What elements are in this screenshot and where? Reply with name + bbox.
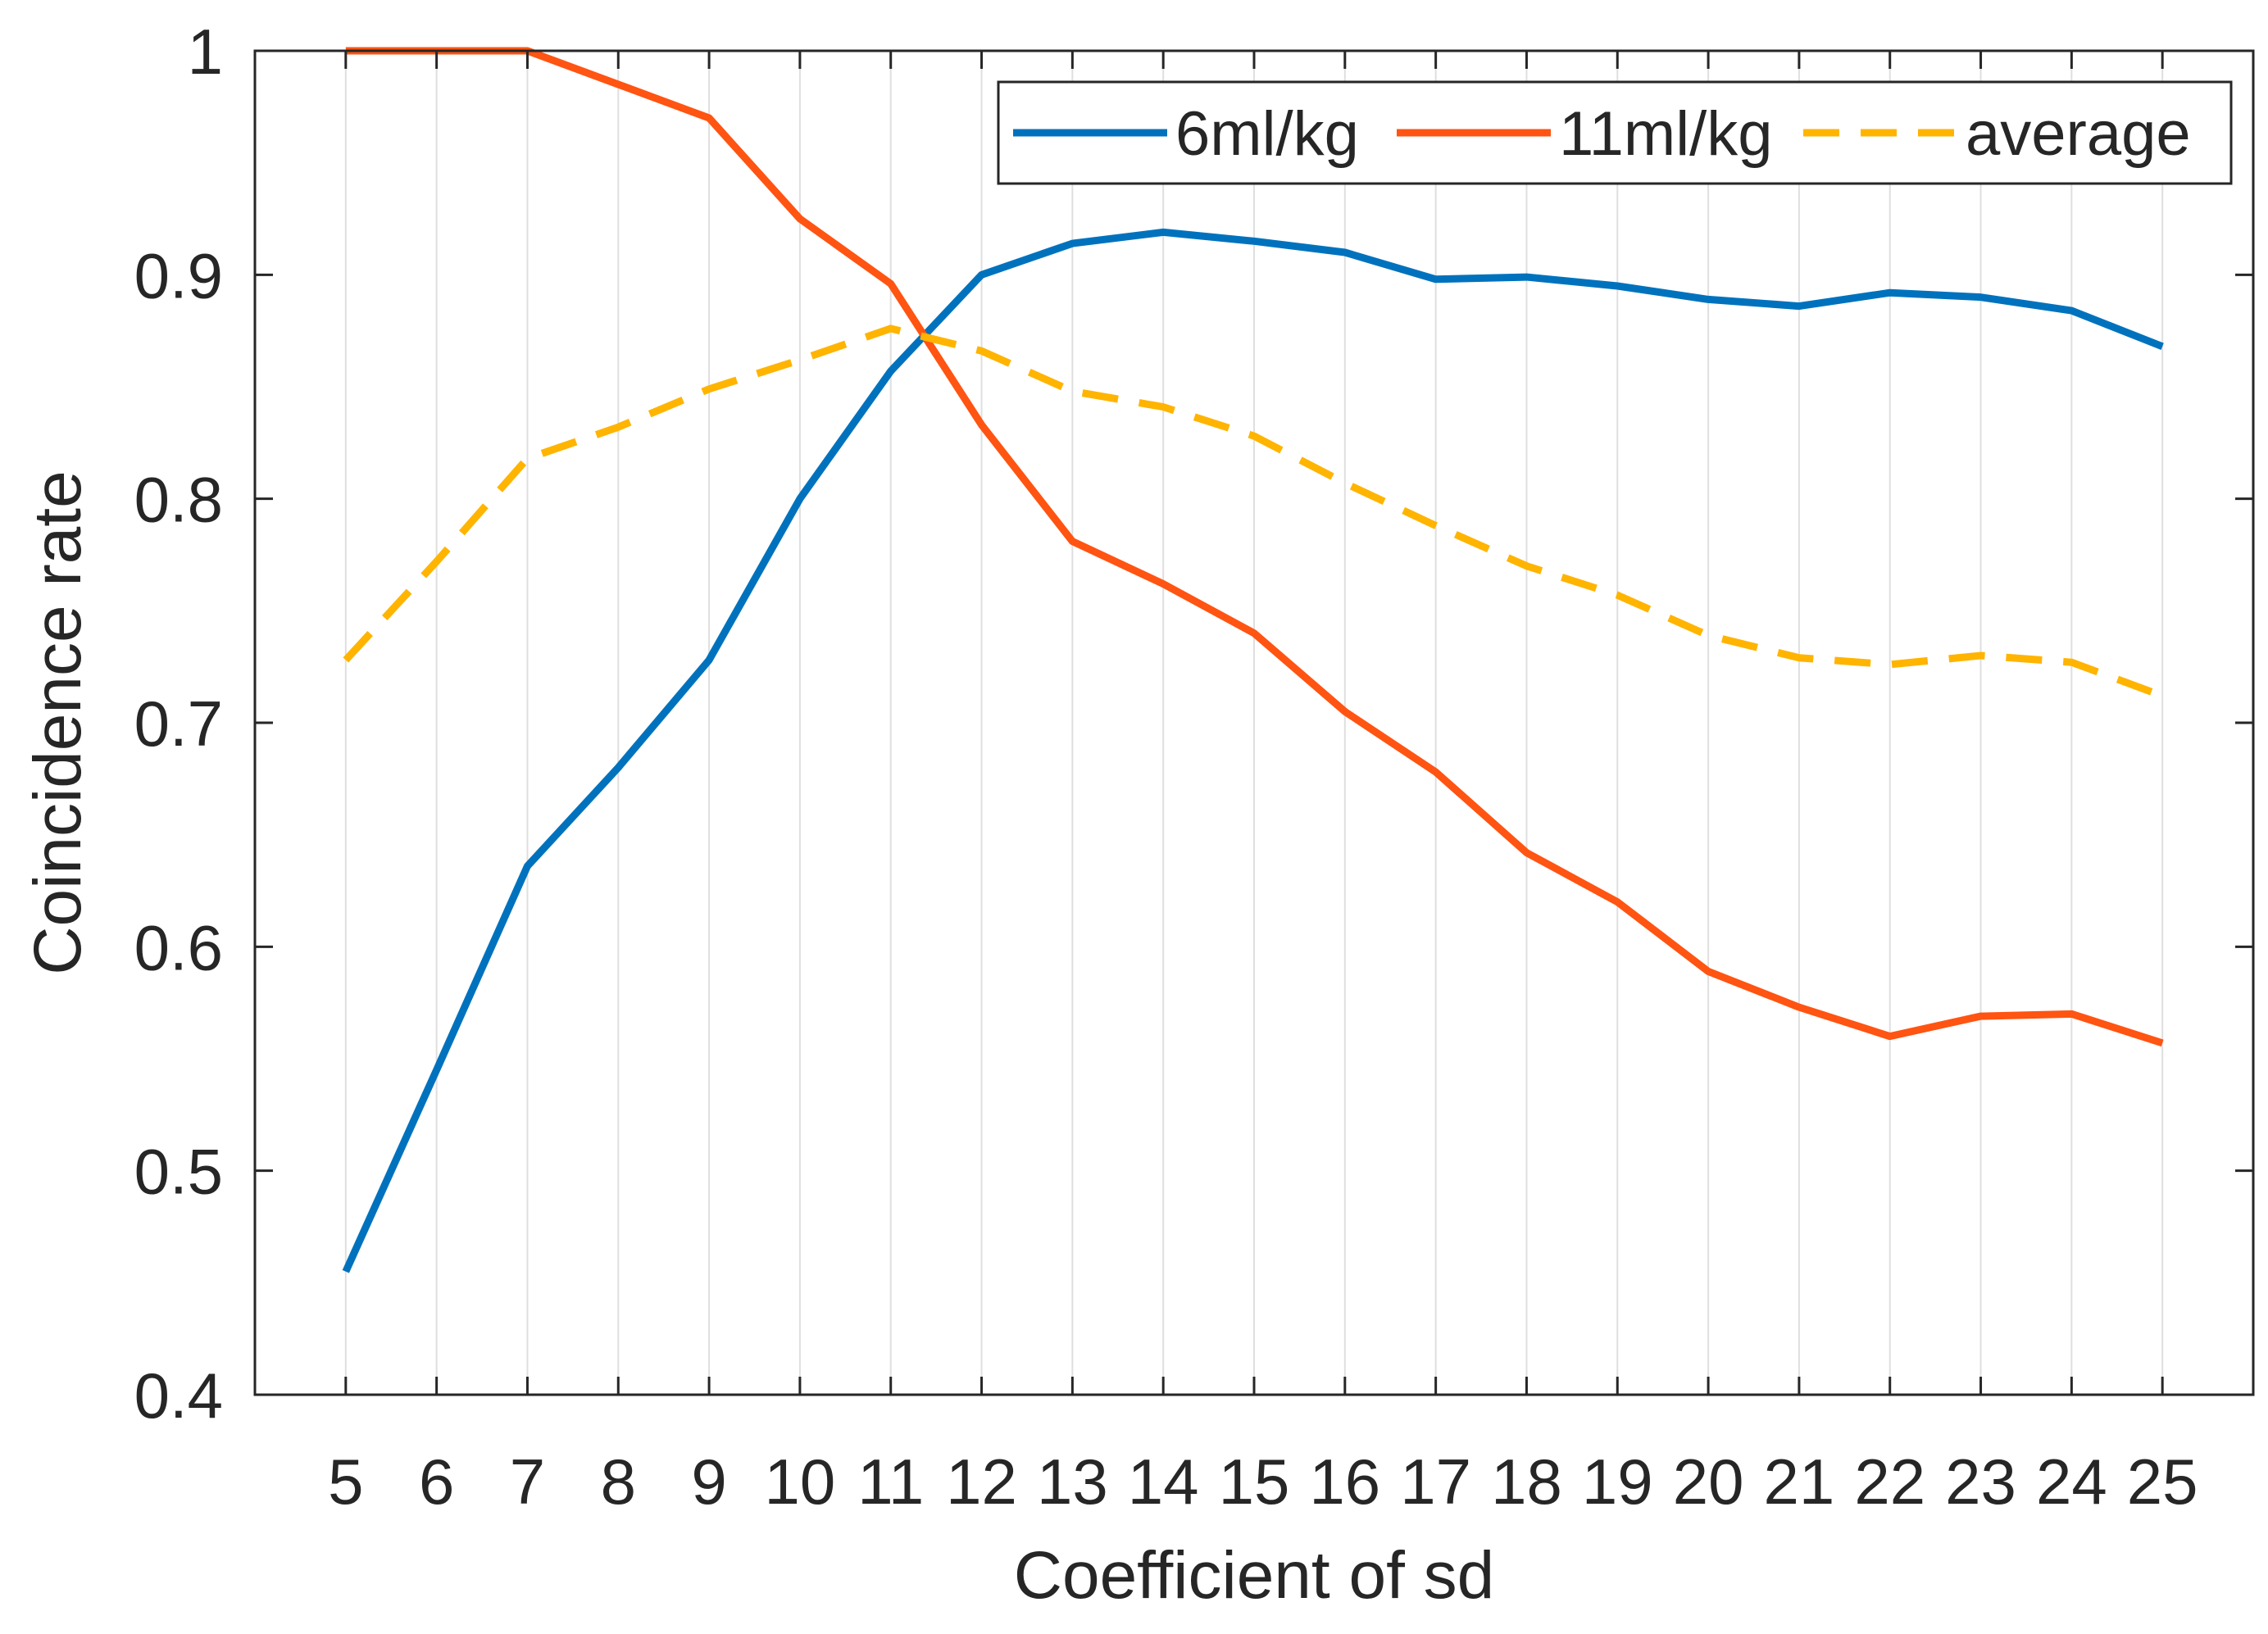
y-tick-label: 1 xyxy=(188,16,223,88)
x-tick-label: 9 xyxy=(691,1446,726,1518)
series-line-6ml-kg xyxy=(342,228,2164,1273)
x-tick-label: 23 xyxy=(1945,1446,2016,1518)
y-tick-label: 0.7 xyxy=(134,688,223,760)
x-tick-label: 16 xyxy=(1309,1446,1380,1518)
legend-label: 11ml/kg xyxy=(1559,99,1772,169)
y-tick-label: 0.8 xyxy=(134,464,223,536)
legend-label: average xyxy=(1966,99,2191,169)
x-tick-label: 15 xyxy=(1219,1446,1290,1518)
x-axis-title: Coefficient of sd xyxy=(1014,1538,1495,1613)
series-line-average xyxy=(343,325,2164,700)
x-tick-label: 20 xyxy=(1673,1446,1744,1518)
x-tick-label: 5 xyxy=(328,1446,363,1518)
legend-box xyxy=(997,80,2233,185)
x-tick-label: 8 xyxy=(601,1446,636,1518)
grid-layer xyxy=(344,51,2164,1395)
series-layer xyxy=(342,47,2164,1273)
y-tick-label: 0.4 xyxy=(134,1359,223,1432)
legend-label: 6ml/kg xyxy=(1175,99,1359,169)
x-tick-label: 22 xyxy=(1854,1446,1925,1518)
x-tick-label: 19 xyxy=(1582,1446,1653,1518)
series-line-11ml-kg xyxy=(345,47,2164,1047)
x-tick-label: 18 xyxy=(1491,1446,1562,1518)
tick-layer: 5 6 7 8 9 10 11 12 13 14 15 16 17 18 19 20 21 22 23 24 25 0.4… xyxy=(134,16,2253,1518)
x-tick-label: 10 xyxy=(765,1446,836,1518)
legend: 6ml/kg 11ml/kg average xyxy=(997,80,2233,185)
x-tick-label: 17 xyxy=(1400,1446,1471,1518)
x-tick-label: 14 xyxy=(1128,1446,1199,1518)
y-tick-label: 0.6 xyxy=(134,911,223,983)
x-tick-label: 13 xyxy=(1037,1446,1108,1518)
y-tick-label: 0.9 xyxy=(134,239,223,311)
x-tick-label: 25 xyxy=(2127,1446,2198,1518)
y-tick-label: 0.5 xyxy=(134,1136,223,1208)
x-tick-label: 24 xyxy=(2036,1446,2107,1518)
x-tick-label: 6 xyxy=(419,1446,454,1518)
y-axis-title: Coincidence rate xyxy=(20,470,95,974)
x-tick-label: 12 xyxy=(946,1446,1017,1518)
x-tick-label: 11 xyxy=(857,1446,924,1518)
x-tick-label: 21 xyxy=(1764,1446,1835,1518)
x-tick-label: 7 xyxy=(510,1446,545,1518)
